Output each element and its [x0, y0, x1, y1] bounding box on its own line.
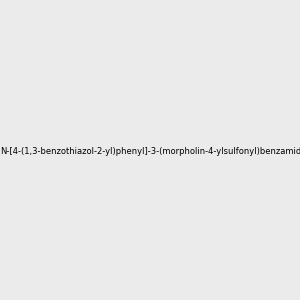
Text: N-[4-(1,3-benzothiazol-2-yl)phenyl]-3-(morpholin-4-ylsulfonyl)benzamide: N-[4-(1,3-benzothiazol-2-yl)phenyl]-3-(m…: [1, 147, 300, 156]
